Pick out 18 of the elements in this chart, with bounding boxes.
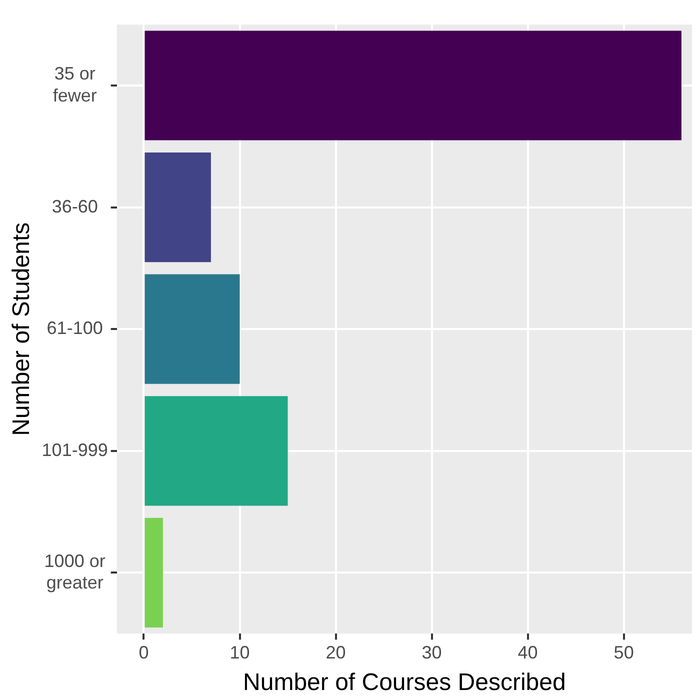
x-axis-title: Number of Courses Described xyxy=(243,669,566,696)
y-axis-title: Number of Students xyxy=(8,222,36,436)
x-tick-label: 10 xyxy=(230,642,250,662)
y-tick-label: 36-60 xyxy=(52,196,98,216)
bar xyxy=(144,30,682,140)
x-tick-label: 50 xyxy=(614,642,634,662)
bar xyxy=(144,518,163,628)
bar xyxy=(144,274,240,384)
x-tick-label: 20 xyxy=(326,642,346,662)
bar xyxy=(144,396,288,506)
y-tick-label: 101-999 xyxy=(42,440,108,460)
x-tick-label: 0 xyxy=(138,642,149,662)
x-tick-label: 40 xyxy=(518,642,538,662)
y-tick-label: 35 or fewer xyxy=(52,64,97,106)
y-tick-label: 1000 or greater xyxy=(44,550,106,592)
bar xyxy=(144,152,211,262)
x-tick-label: 30 xyxy=(422,642,442,662)
y-tick-label: 61-100 xyxy=(46,318,103,338)
